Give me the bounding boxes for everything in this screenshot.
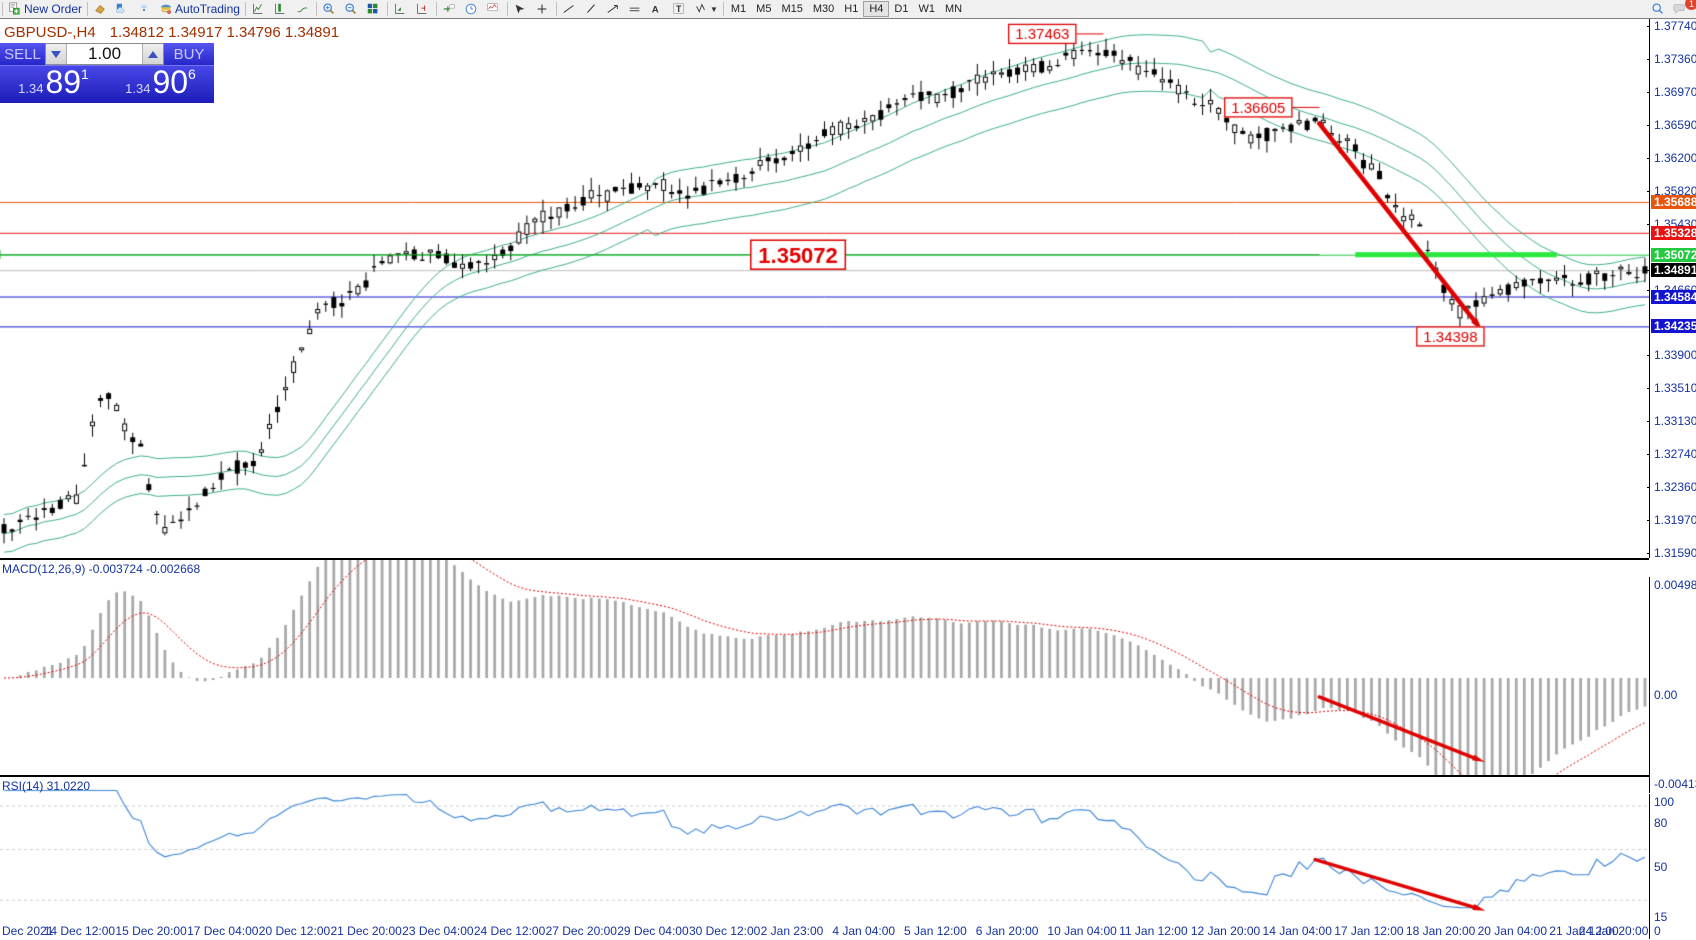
svg-text:A: A (652, 5, 659, 16)
svg-text:T: T (676, 4, 682, 14)
